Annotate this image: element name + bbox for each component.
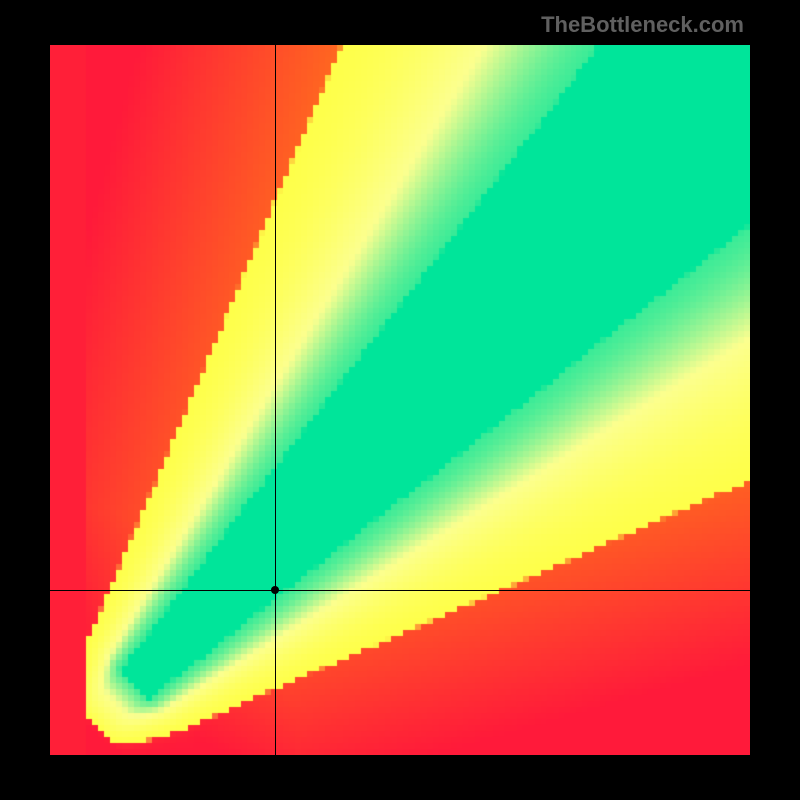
chart-container: TheBottleneck.com — [0, 0, 800, 800]
watermark-text: TheBottleneck.com — [541, 12, 744, 38]
crosshair-vertical — [275, 45, 276, 755]
plot-area — [50, 45, 750, 755]
marker-point — [271, 586, 279, 594]
crosshair-horizontal — [50, 590, 750, 591]
heatmap-canvas — [50, 45, 750, 755]
